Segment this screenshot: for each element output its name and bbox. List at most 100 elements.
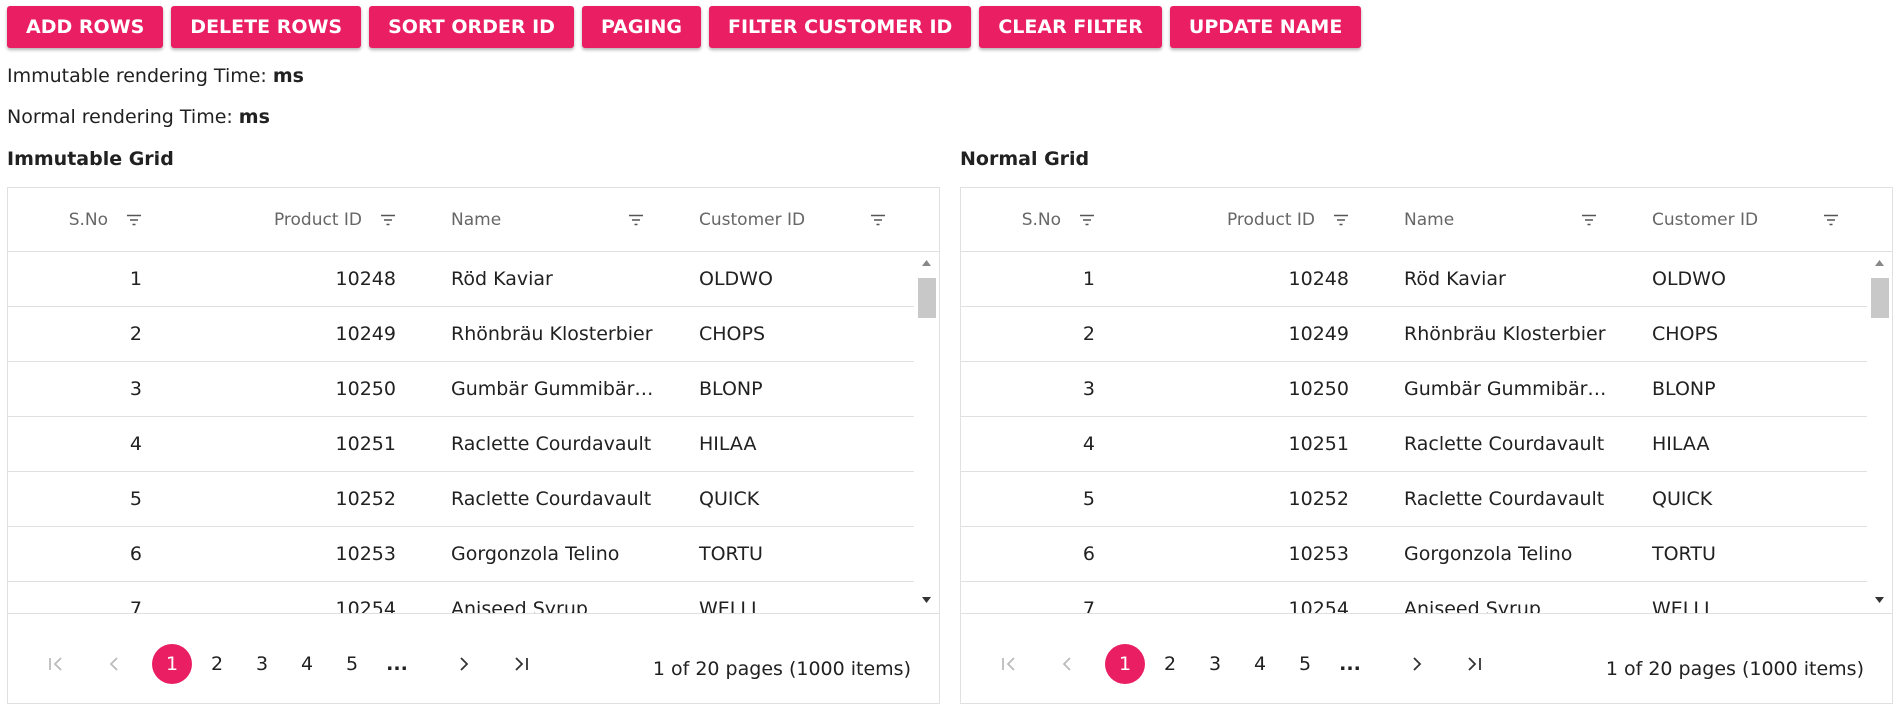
column-header: Product ID <box>1123 188 1377 251</box>
cell: 10252 <box>1288 488 1349 510</box>
grid-title: Immutable Grid <box>7 148 174 170</box>
filter-icon[interactable] <box>380 214 396 226</box>
cell: 6 <box>129 543 142 565</box>
column-header: S.No <box>8 188 170 251</box>
button[interactable]: CLEAR FILTER <box>979 6 1162 48</box>
pager-icon[interactable] <box>1407 654 1427 674</box>
row: 3 10250 Gumbär Gummibär… BLONP <box>961 362 1867 417</box>
cell: WELLI <box>1652 598 1710 613</box>
pager-icon[interactable] <box>1057 654 1077 674</box>
cell: Röd Kaviar <box>1404 268 1506 290</box>
cell: 10251 <box>335 433 396 455</box>
pager-icon[interactable] <box>999 654 1019 674</box>
column-header: Customer ID <box>672 188 914 251</box>
cell: 10251 <box>1288 433 1349 455</box>
cell: 4 <box>129 433 142 455</box>
cell: TORTU <box>1652 543 1716 565</box>
row: 4 10251 Raclette Courdavault HILAA <box>8 417 914 472</box>
cell: 10248 <box>1288 268 1349 290</box>
page-number[interactable]: ... <box>386 653 408 675</box>
timing: Normal rendering Time: ms <box>7 106 270 128</box>
column-header: S.No <box>961 188 1123 251</box>
filter-icon[interactable] <box>628 214 644 226</box>
grid-title: Normal Grid <box>960 148 1090 170</box>
page-number[interactable]: 3 <box>1208 653 1222 675</box>
pager-icon[interactable] <box>46 654 66 674</box>
cell: BLONP <box>699 378 763 400</box>
page-number[interactable]: 2 <box>1163 653 1177 675</box>
page-number[interactable]: 4 <box>1253 653 1267 675</box>
cell: Raclette Courdavault <box>1404 433 1605 455</box>
column-title: Name <box>1404 209 1455 230</box>
row: 2 10249 Rhönbräu Klosterbier CHOPS <box>961 307 1867 362</box>
page-number[interactable]: 1 <box>152 644 192 684</box>
column-title: Product ID <box>1226 209 1315 230</box>
filter-icon[interactable] <box>1581 214 1597 226</box>
pager-icon[interactable] <box>511 654 531 674</box>
page-number[interactable]: 4 <box>300 653 314 675</box>
cell: Raclette Courdavault <box>451 433 652 455</box>
column-header: Name <box>1377 188 1625 251</box>
cell: QUICK <box>699 488 760 510</box>
cell: 6 <box>1082 543 1095 565</box>
cell: Gumbär Gummibär… <box>1404 378 1607 400</box>
row: 6 10253 Gorgonzola Telino TORTU <box>8 527 914 582</box>
button[interactable]: ADD ROWS <box>7 6 164 48</box>
cell: Röd Kaviar <box>451 268 553 290</box>
cell: 3 <box>1082 378 1095 400</box>
scrollbar-track[interactable] <box>1867 252 1892 613</box>
cell: Gorgonzola Telino <box>451 543 620 565</box>
cell: 10252 <box>335 488 396 510</box>
page-number[interactable]: 3 <box>255 653 269 675</box>
pager-icon[interactable] <box>104 654 124 674</box>
cell: Rhönbräu Klosterbier <box>1404 323 1606 345</box>
column-header: Name <box>424 188 672 251</box>
button[interactable]: DELETE ROWS <box>171 6 362 48</box>
button[interactable]: SORT ORDER ID <box>369 6 574 48</box>
page-number[interactable]: ... <box>1339 653 1361 675</box>
cell: 7 <box>129 598 142 613</box>
page-number[interactable]: 5 <box>1298 653 1312 675</box>
timing-label: Immutable rendering Time: <box>7 65 267 87</box>
button[interactable]: FILTER CUSTOMER ID <box>708 6 972 48</box>
page-number[interactable]: 1 <box>1105 644 1145 684</box>
cell: 3 <box>129 378 142 400</box>
cell: 7 <box>1082 598 1095 613</box>
pager-icon[interactable] <box>454 654 474 674</box>
cell: Rhönbräu Klosterbier <box>451 323 653 345</box>
grid-body: 1 10248 Röd Kaviar OLDWO 2 10249 Rhönbräu Klos… <box>8 252 914 613</box>
filter-icon[interactable] <box>126 214 142 226</box>
cell: Gumbär Gummibär… <box>451 378 654 400</box>
scrollbar-track[interactable] <box>914 252 939 613</box>
column-title: Name <box>451 209 502 230</box>
filter-icon[interactable] <box>1079 214 1095 226</box>
filter-icon[interactable] <box>1333 214 1349 226</box>
scrollbar <box>914 252 939 613</box>
column-header: Product ID <box>170 188 424 251</box>
cell: 10253 <box>335 543 396 565</box>
cell: 10253 <box>1288 543 1349 565</box>
cell: Aniseed Syrup <box>451 598 588 613</box>
filter-icon[interactable] <box>1823 214 1839 226</box>
timing-label: Normal rendering Time: <box>7 106 233 128</box>
cell: Aniseed Syrup <box>1404 598 1541 613</box>
page-number[interactable]: 5 <box>345 653 359 675</box>
cell: OLDWO <box>699 268 773 290</box>
row: 5 10252 Raclette Courdavault QUICK <box>8 472 914 527</box>
page-number[interactable]: 2 <box>210 653 224 675</box>
row: 1 10248 Röd Kaviar OLDWO <box>8 252 914 307</box>
timing: Immutable rendering Time: ms <box>7 65 304 87</box>
filter-icon[interactable] <box>870 214 886 226</box>
scrollbar <box>1867 252 1892 613</box>
pager-icon[interactable] <box>1464 654 1484 674</box>
cell: CHOPS <box>699 323 766 345</box>
grid-header: S.No Product ID Name Customer ID <box>961 188 1892 252</box>
pager: 1 2 3 4 5... 1 of 20 pages (1000 items) <box>8 613 939 703</box>
button[interactable]: UPDATE NAME <box>1169 6 1362 48</box>
row: 5 10252 Raclette Courdavault QUICK <box>961 472 1867 527</box>
button[interactable]: PAGING <box>581 6 701 48</box>
pager-summary: 1 of 20 pages (1000 items) <box>652 658 911 680</box>
pager-summary: 1 of 20 pages (1000 items) <box>1605 658 1864 680</box>
cell: 10250 <box>335 378 396 400</box>
